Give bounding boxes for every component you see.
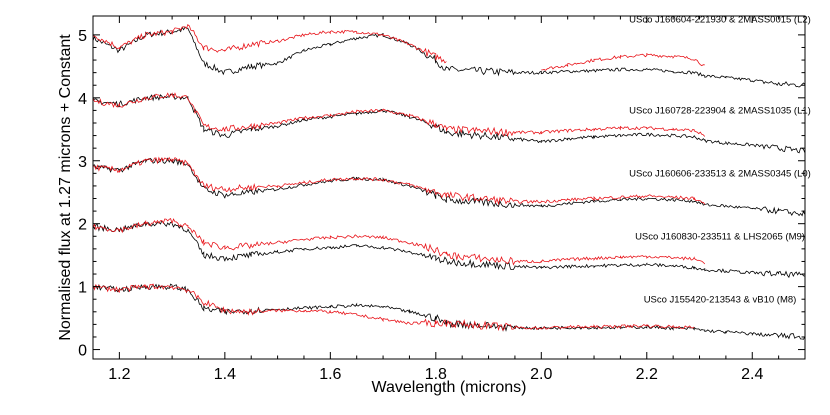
- x-tick-label: 2.2: [636, 366, 658, 383]
- panel-label: USco J155420-213543 & vB10 (M8): [644, 294, 797, 305]
- x-tick-label: 2.0: [530, 366, 552, 383]
- y-tick-label: 4: [78, 91, 87, 108]
- series-black-line: [92, 283, 806, 340]
- y-tick-label: 2: [78, 217, 87, 234]
- y-tick-label: 0: [78, 343, 87, 360]
- x-axis-label: Wavelength (microns): [371, 379, 526, 396]
- series-red-line: [92, 156, 706, 206]
- x-tick-label: 1.8: [425, 366, 447, 383]
- spectrum-panel: [92, 92, 806, 154]
- spectrum-panel: [92, 283, 806, 340]
- series-red-line: [92, 24, 705, 71]
- y-tick-label: 1: [78, 280, 87, 297]
- spectrum-panel: [92, 218, 806, 279]
- x-tick-label: 2.4: [741, 366, 763, 383]
- y-tick-label: 5: [78, 28, 87, 45]
- panel-label: USco J160604-221930 & 2MASS0015 (L2): [629, 14, 811, 25]
- panel-label: USco J160606-233513 & 2MASS0345 (L0): [629, 168, 811, 179]
- series-black-line: [92, 157, 806, 217]
- series-black-line: [92, 220, 806, 279]
- series-red-line: [92, 283, 695, 332]
- series-black-line: [92, 93, 806, 154]
- plot-frame: [92, 15, 806, 360]
- series-red-line: [92, 218, 706, 266]
- series-black-line: [92, 26, 806, 88]
- x-tick-label: 1.2: [108, 366, 130, 383]
- panel-label: USco J160830-233511 & LHS2065 (M9): [635, 231, 805, 242]
- x-tick-label: 1.4: [214, 366, 236, 383]
- y-tick-label: 3: [78, 154, 87, 171]
- y-axis-label: Normalised flux at 1.27 microns + Consta…: [57, 34, 74, 341]
- panel-label: USco J160728-223904 & 2MASS1035 (L1): [629, 106, 811, 117]
- spectrum-panel: [92, 156, 806, 217]
- series-red-line: [92, 92, 706, 138]
- series-layer: [92, 24, 806, 340]
- x-tick-label: 1.6: [319, 366, 341, 383]
- tick-layer: 1.2 1.4 1.6 1.8 2.0 2.2 2.4 0 1 2 3 4 5: [78, 16, 806, 383]
- spectrum-panel: [92, 24, 806, 88]
- annotation-layer: USco J160604-221930 & 2MASS0015 (L2) USco…: [629, 14, 811, 305]
